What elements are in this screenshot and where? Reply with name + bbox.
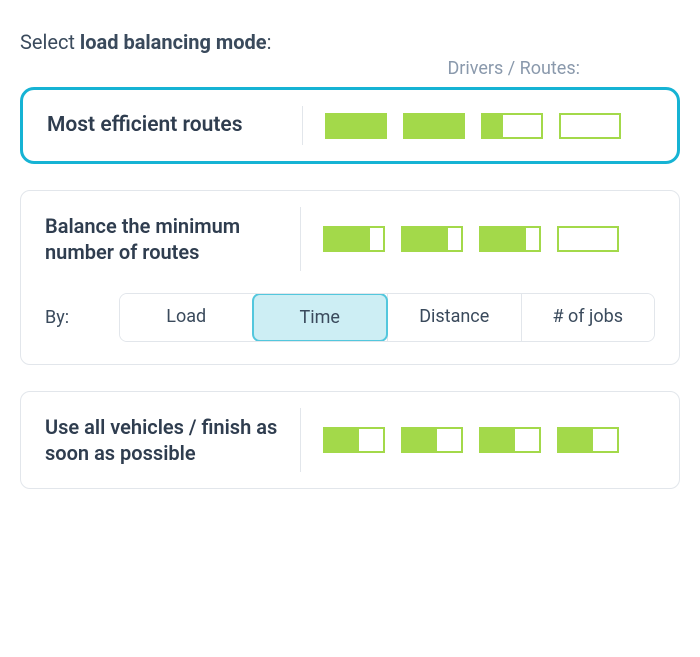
page-title: Select load balancing mode: [20,30,680,54]
route-bar-fill [481,228,526,250]
route-bar-fill [405,115,463,137]
route-bar-fill [483,115,503,137]
bars-group [303,113,653,139]
card-title: Use all vehicles / finish as soon as pos… [45,414,300,466]
route-bar [481,113,543,139]
bars-group [301,226,655,252]
route-bar-fill [403,429,437,451]
heading-bold: load balancing mode [80,30,267,54]
balance-by-label: By: [45,307,105,328]
page: Select load balancing mode: Drivers / Ro… [0,0,700,535]
subheading-row: Drivers / Routes: [20,58,680,79]
seg-btn-load[interactable]: Load [120,294,253,341]
card-title: Balance the minimum number of routes [45,213,300,265]
route-bar [403,113,465,139]
balance-by-segmented: Load Time Distance # of jobs [119,293,655,342]
route-bar [323,226,385,252]
seg-btn-jobs[interactable]: # of jobs [521,294,655,341]
heading-prefix: Select [20,30,80,54]
route-bar [479,427,541,453]
card-top: Use all vehicles / finish as soon as pos… [45,414,655,466]
route-bar-fill [325,429,359,451]
route-bar-fill [325,228,370,250]
seg-btn-time[interactable]: Time [252,293,389,342]
route-bar [557,427,619,453]
seg-btn-distance[interactable]: Distance [387,294,521,341]
mode-card-balance-min[interactable]: Balance the minimum number of routes By:… [20,190,680,365]
route-bar-fill [327,115,385,137]
route-bar-fill [559,429,593,451]
heading-suffix: : [267,30,272,54]
drivers-routes-label: Drivers / Routes: [447,58,580,79]
mode-card-most-efficient[interactable]: Most efficient routes [20,87,680,164]
route-bar-fill [481,429,515,451]
route-bar [401,427,463,453]
route-bar [401,226,463,252]
route-bar [323,427,385,453]
balance-by-row: By: Load Time Distance # of jobs [45,293,655,342]
route-bar [557,226,619,252]
route-bar-fill [403,228,448,250]
card-top: Balance the minimum number of routes [45,213,655,265]
card-top: Most efficient routes [47,112,653,139]
route-bar [325,113,387,139]
card-title: Most efficient routes [47,112,302,139]
route-bar [479,226,541,252]
route-bar [559,113,621,139]
bars-group [301,427,655,453]
mode-card-use-all[interactable]: Use all vehicles / finish as soon as pos… [20,391,680,489]
